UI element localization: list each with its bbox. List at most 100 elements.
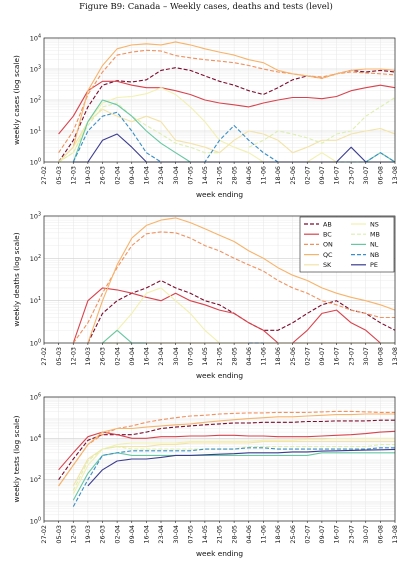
- y-tick-label: 100: [30, 158, 41, 167]
- y-tick-label: 103: [30, 212, 41, 221]
- y-tick-label: 100: [30, 339, 41, 348]
- x-tick-label: 09-04: [128, 347, 136, 366]
- series-line-on: [72, 231, 395, 344]
- series-line-bc: [58, 80, 396, 135]
- series-line-ns: [58, 87, 396, 163]
- x-tick-label: 16-07: [333, 525, 341, 544]
- x-tick-label: 13-08: [391, 525, 399, 544]
- y-axis-label: weekly deaths (log scale): [12, 232, 21, 326]
- x-tick-label: 12-03: [70, 166, 78, 185]
- x-tick-label: 13-08: [391, 347, 399, 366]
- x-tick-label: 11-06: [260, 347, 268, 366]
- x-tick-label: 13-08: [391, 166, 399, 185]
- x-tick-label: 14-05: [201, 525, 209, 544]
- series-line-qc: [58, 413, 395, 487]
- series-line-mb: [58, 97, 396, 163]
- legend-label-sk: SK: [323, 261, 332, 269]
- y-tick-label: 101: [30, 296, 41, 305]
- y-tick-label: 102: [30, 96, 41, 105]
- x-tick-label: 28-05: [230, 525, 238, 544]
- x-tick-label: 06-08: [377, 347, 385, 366]
- x-tick-label: 30-07: [362, 525, 370, 544]
- x-tick-label: 16-04: [143, 525, 151, 544]
- series-line-sk: [58, 108, 396, 163]
- legend-label-ab: AB: [323, 220, 332, 228]
- legend-label-qc: QC: [323, 251, 333, 259]
- x-axis-label: week ending: [196, 190, 243, 199]
- x-tick-label: 19-03: [84, 525, 92, 544]
- x-tick-label: 23-07: [347, 347, 355, 366]
- series-line-bc: [72, 287, 395, 344]
- x-tick-label: 09-07: [318, 525, 326, 544]
- legend-label-on: ON: [323, 241, 333, 249]
- x-tick-label: 11-06: [260, 525, 268, 544]
- x-tick-label: 04-06: [245, 166, 253, 185]
- x-tick-label: 16-04: [143, 166, 151, 185]
- y-axis-label: weekly cases (log scale): [12, 55, 21, 145]
- series-line-qc: [58, 41, 396, 163]
- y-tick-label: 103: [30, 65, 41, 74]
- x-tick-label: 06-08: [377, 525, 385, 544]
- legend-box: [299, 216, 395, 273]
- x-tick-label: 02-04: [113, 347, 121, 366]
- x-tick-label: 11-06: [260, 166, 268, 185]
- x-tick-label: 28-05: [230, 166, 238, 185]
- series-line-ab: [58, 419, 395, 481]
- x-tick-label: 23-07: [347, 166, 355, 185]
- x-tick-label: 16-07: [333, 166, 341, 185]
- x-tick-label: 23-04: [157, 166, 165, 185]
- x-tick-label: 21-05: [216, 525, 224, 544]
- x-tick-label: 04-06: [245, 347, 253, 366]
- figure-title: Figure B9: Canada – Weekly cases, deaths…: [79, 2, 333, 12]
- x-tick-label: 16-04: [143, 347, 151, 366]
- x-tick-label: 07-05: [186, 347, 194, 366]
- x-tick-label: 27-02: [40, 347, 48, 366]
- legend-label-pe: PE: [370, 261, 378, 269]
- x-tick-label: 04-06: [245, 525, 253, 544]
- series-line-ns: [72, 437, 395, 495]
- x-tick-label: 19-03: [84, 347, 92, 366]
- x-tick-label: 12-03: [70, 347, 78, 366]
- series-line-nl: [102, 329, 147, 344]
- x-tick-label: 18-06: [274, 347, 282, 366]
- x-tick-label: 02-04: [113, 166, 121, 185]
- x-tick-label: 25-06: [289, 166, 297, 185]
- x-tick-label: 21-05: [216, 166, 224, 185]
- x-tick-label: 05-03: [55, 347, 63, 366]
- x-tick-label: 02-07: [303, 166, 311, 185]
- legend-label-nb: NB: [370, 251, 379, 259]
- x-tick-label: 27-02: [40, 166, 48, 185]
- x-tick-label: 05-03: [55, 525, 63, 544]
- x-tick-label: 26-03: [99, 525, 107, 544]
- x-tick-label: 09-04: [128, 166, 136, 185]
- x-tick-label: 23-04: [157, 525, 165, 544]
- y-tick-label: 102: [30, 254, 41, 263]
- legend-label-ns: NS: [370, 220, 379, 228]
- x-tick-label: 25-06: [289, 347, 297, 366]
- y-tick-label: 104: [30, 34, 41, 43]
- x-tick-label: 21-05: [216, 347, 224, 366]
- x-tick-label: 30-07: [362, 166, 370, 185]
- x-tick-label: 02-07: [303, 525, 311, 544]
- x-tick-label: 30-04: [172, 525, 180, 544]
- y-axis-label: weekly tests (log scale): [12, 415, 21, 502]
- x-tick-label: 09-04: [128, 525, 136, 544]
- x-tick-label: 07-05: [186, 166, 194, 185]
- x-tick-label: 07-05: [186, 525, 194, 544]
- x-tick-label: 05-03: [55, 166, 63, 185]
- x-tick-label: 27-02: [40, 525, 48, 544]
- x-tick-label: 30-04: [172, 347, 180, 366]
- series-line-bc: [58, 430, 396, 471]
- x-tick-label: 25-06: [289, 525, 297, 544]
- x-tick-label: 16-07: [333, 347, 341, 366]
- legend-label-bc: BC: [323, 231, 332, 239]
- y-tick-label: 100: [30, 517, 41, 526]
- y-tick-label: 101: [30, 127, 41, 136]
- x-axis-label: week ending: [196, 371, 243, 380]
- x-tick-label: 02-07: [303, 347, 311, 366]
- x-tick-label: 19-03: [84, 166, 92, 185]
- x-tick-label: 30-07: [362, 347, 370, 366]
- x-tick-label: 06-08: [377, 166, 385, 185]
- y-tick-label: 102: [30, 475, 41, 484]
